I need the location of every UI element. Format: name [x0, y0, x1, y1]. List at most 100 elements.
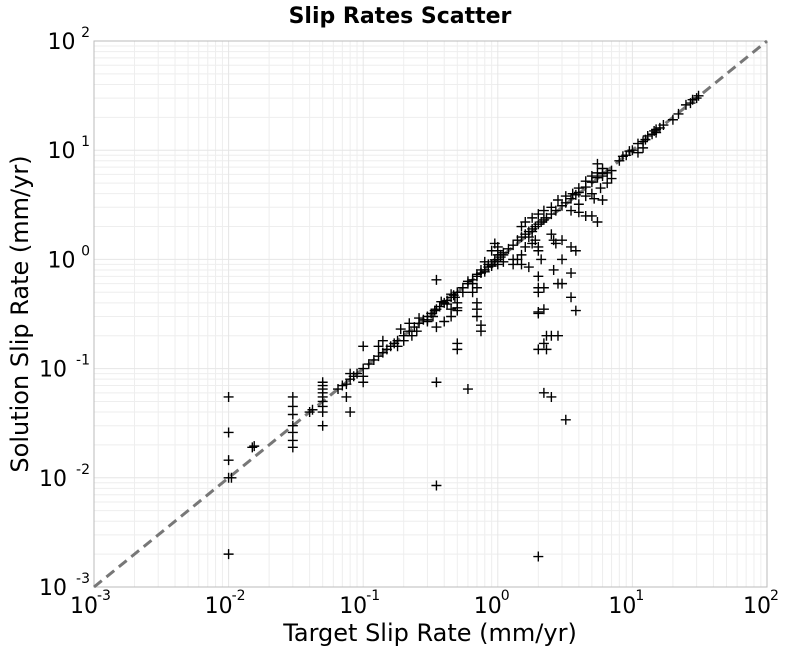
data-point — [452, 344, 463, 355]
data-point — [552, 194, 563, 205]
data-point — [546, 229, 557, 240]
data-point — [533, 287, 544, 298]
data-point — [550, 238, 561, 249]
data-point — [560, 414, 571, 425]
data-point — [462, 384, 473, 395]
data-point — [651, 127, 662, 138]
y-tick-exponent: -2 — [76, 462, 90, 478]
data-point — [693, 90, 704, 101]
data-point — [640, 134, 651, 145]
data-point — [687, 94, 698, 105]
y-tick-exponent: -3 — [76, 571, 90, 587]
data-point — [602, 178, 613, 189]
data-point — [307, 404, 318, 415]
data-point — [479, 266, 490, 277]
data-point — [546, 202, 557, 213]
data-point — [467, 278, 478, 289]
data-point — [606, 165, 617, 176]
x-tick-exponent: -3 — [97, 588, 111, 604]
data-point — [483, 259, 494, 270]
x-tick-label: 10 — [743, 594, 771, 619]
data-point — [446, 304, 457, 315]
data-point — [475, 326, 486, 337]
data-point — [492, 259, 503, 270]
data-point — [538, 304, 549, 315]
data-point — [317, 407, 328, 418]
data-point — [467, 287, 478, 298]
data-point — [538, 282, 549, 293]
data-point — [557, 254, 568, 265]
data-point — [406, 330, 417, 341]
data-point — [538, 205, 549, 216]
data-point — [398, 335, 409, 346]
data-point — [498, 247, 509, 258]
data-point — [439, 316, 450, 327]
data-point — [632, 147, 643, 158]
data-point — [530, 235, 541, 246]
data-point — [520, 241, 531, 252]
data-point — [533, 551, 544, 562]
data-point — [536, 254, 547, 265]
data-point — [527, 212, 538, 223]
data-point — [566, 268, 577, 279]
data-point — [373, 341, 384, 352]
data-point — [498, 256, 509, 267]
y-tick-label: 10 — [39, 358, 67, 383]
data-point — [442, 299, 453, 310]
data-point — [422, 314, 433, 325]
data-point — [516, 259, 527, 270]
data-point — [592, 158, 603, 169]
data-point — [317, 420, 328, 431]
data-point — [580, 191, 591, 202]
data-point — [414, 313, 425, 324]
data-point — [597, 194, 608, 205]
data-point — [560, 191, 571, 202]
data-point — [627, 145, 638, 156]
data-point — [548, 264, 559, 275]
data-point — [452, 305, 463, 316]
data-point — [427, 311, 438, 322]
data-point — [431, 377, 442, 388]
y-tick-label: 10 — [39, 467, 67, 492]
data-point — [223, 427, 234, 438]
data-point — [589, 193, 600, 204]
y-tick-exponent: 0 — [81, 243, 90, 259]
data-point — [287, 409, 298, 420]
x-tick-label: 10 — [339, 594, 367, 619]
data-point — [533, 271, 544, 282]
data-point — [492, 245, 503, 256]
data-point — [223, 391, 234, 402]
data-point — [573, 207, 584, 218]
y-axis-label: Solution Slip Rate (mm/yr) — [6, 155, 34, 472]
data-point — [358, 341, 369, 352]
x-tick-exponent: 2 — [770, 588, 779, 604]
data-point — [638, 142, 649, 153]
data-point — [586, 171, 597, 182]
data-point — [471, 311, 482, 322]
data-point — [345, 368, 356, 379]
data-point — [247, 442, 258, 453]
y-tick-exponent: 1 — [81, 134, 90, 150]
data-point — [457, 287, 468, 298]
y-tick-label: 10 — [48, 139, 76, 164]
data-point — [546, 391, 557, 402]
data-point — [595, 183, 606, 194]
plot-frame — [93, 40, 768, 588]
x-tick-exponent: -1 — [366, 588, 380, 604]
data-point — [377, 335, 388, 346]
data-point — [527, 226, 538, 237]
data-point — [538, 338, 549, 349]
data-point — [557, 235, 568, 246]
data-point — [592, 167, 603, 178]
y-tick-labels: -3 10 -2 10 -1 10 0 10 1 10 2 10 — [39, 25, 90, 601]
data-point — [345, 407, 356, 418]
data-point — [392, 341, 403, 352]
data-point — [436, 296, 447, 307]
data-point — [691, 93, 702, 104]
y-tick-label: 10 — [48, 30, 76, 55]
data-point — [516, 249, 527, 260]
data-point — [597, 171, 608, 182]
data-point — [223, 455, 234, 466]
data-point — [592, 217, 603, 228]
